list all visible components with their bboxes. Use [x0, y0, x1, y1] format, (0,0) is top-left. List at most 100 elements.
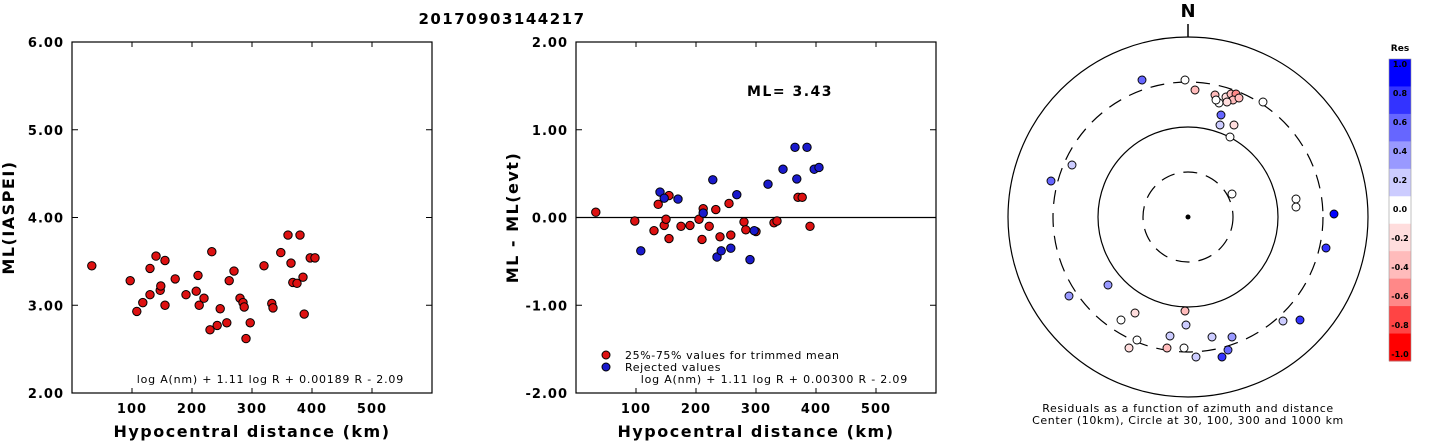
circle-30km — [1142, 171, 1234, 263]
legend-marker-rejected — [601, 362, 611, 372]
data-point — [673, 194, 683, 204]
station-residual-point — [1132, 335, 1142, 345]
x-tick-label: 400 — [297, 402, 327, 417]
data-point — [676, 221, 686, 231]
data-point — [283, 230, 293, 240]
data-point — [298, 272, 308, 282]
legend-label-rejected: Rejected values — [625, 361, 721, 374]
data-point — [241, 333, 251, 344]
x-tick-label: 100 — [621, 402, 651, 417]
data-point — [716, 246, 726, 256]
station-residual-point — [1103, 280, 1113, 290]
colorbar-label: 0.2 — [1393, 176, 1407, 185]
data-point — [286, 258, 296, 268]
station-residual-point — [1207, 332, 1217, 342]
polar-points — [1046, 75, 1339, 362]
station-residual-point — [1116, 315, 1126, 325]
station-residual-point — [1291, 194, 1301, 204]
colorbar-label: -0.6 — [1391, 292, 1409, 301]
data-point — [724, 198, 734, 209]
data-point — [653, 199, 663, 210]
data-point — [649, 225, 659, 236]
x-tick-label: 300 — [237, 402, 267, 417]
data-point — [790, 142, 800, 153]
station-residual-point — [1064, 291, 1074, 301]
polar-caption-line-2: Center (10km), Circle at 30, 100, 300 an… — [1032, 414, 1344, 427]
colorbar-segment — [1389, 59, 1411, 87]
station-residual-point — [1227, 332, 1237, 342]
data-point — [229, 266, 239, 276]
colorbar-segment — [1389, 168, 1411, 197]
station-residual-point — [1046, 176, 1056, 186]
station-residual-point — [1234, 93, 1244, 103]
station-residual-point — [1180, 75, 1190, 85]
data-point — [704, 221, 714, 231]
station-residual-point — [1295, 315, 1305, 325]
data-point — [156, 281, 166, 291]
data-point — [715, 232, 725, 242]
x-tick-label: 200 — [681, 402, 711, 417]
colorbar-label: -0.8 — [1391, 321, 1409, 330]
data-point — [170, 274, 180, 284]
data-point — [132, 306, 142, 317]
colorbar-segment — [1389, 251, 1411, 280]
polar-residual-plot: N Residuals as a function of azimuth and… — [1007, 1, 1369, 427]
circle-100km — [1097, 126, 1279, 308]
colorbar-label: -1.0 — [1391, 350, 1409, 359]
data-point — [239, 302, 249, 312]
station-residual-point — [1211, 95, 1221, 105]
colorbar-label: -0.4 — [1391, 263, 1409, 272]
colorbar-title: Res — [1391, 44, 1409, 54]
plot-frame — [71, 41, 433, 394]
x-tick-label: 200 — [177, 402, 207, 417]
station-residual-point — [1291, 202, 1301, 212]
station-residual-point — [1321, 243, 1331, 253]
station-residual-point — [1217, 352, 1227, 362]
station-residual-point — [1258, 97, 1268, 107]
x-axis-label: Hypocentral distance (km) — [617, 422, 894, 441]
ml-annotation: ML= 3.43 — [747, 84, 833, 100]
station-residual-point — [1190, 85, 1200, 95]
data-point — [160, 300, 170, 310]
station-residual-point — [1191, 352, 1201, 362]
y-tick-label: 5.00 — [28, 124, 64, 139]
station-residual-point — [1130, 308, 1140, 318]
station-residual-point — [1229, 120, 1239, 130]
colorbar-segment — [1389, 278, 1411, 307]
data-point — [659, 193, 669, 203]
colorbar-label: 0.4 — [1393, 147, 1408, 156]
data-point — [191, 286, 201, 296]
legend-marker-trimmed — [601, 350, 611, 360]
data-point — [193, 270, 203, 281]
station-residual-point — [1223, 345, 1233, 355]
station-residual-point — [1180, 306, 1190, 316]
station-residual-point — [1225, 132, 1235, 142]
legend-label-trimmed: 25%-75% values for trimmed mean — [625, 349, 840, 362]
x-tick-label: 500 — [357, 402, 387, 417]
colorbar-label: 0.8 — [1393, 89, 1408, 98]
north-label: N — [1180, 1, 1195, 22]
colorbar-segment — [1389, 306, 1411, 335]
station-residual-point — [1227, 189, 1237, 199]
left-scatter-plot: 100 200 300 400 500 2.00 3.00 4.00 5.00 6.00 Hypoc… — [0, 36, 433, 441]
data-point — [151, 251, 161, 261]
data-point — [205, 325, 215, 335]
x-tick-label: 500 — [861, 402, 891, 417]
circle-300km — [1052, 81, 1324, 353]
station-residual-point — [1179, 343, 1189, 353]
data-point — [222, 318, 232, 328]
data-point — [194, 300, 204, 310]
data-point — [292, 278, 302, 289]
data-point — [160, 255, 170, 266]
station-residual-point — [1329, 209, 1339, 219]
data-point — [739, 217, 749, 227]
data-point — [245, 318, 255, 328]
y-tick-label: 2.00 — [28, 387, 64, 402]
data-point — [805, 221, 815, 231]
data-point — [630, 216, 640, 226]
colorbar-segment — [1389, 86, 1411, 115]
data-point — [224, 275, 234, 286]
station-residual-point — [1222, 97, 1232, 107]
data-point — [268, 303, 278, 313]
